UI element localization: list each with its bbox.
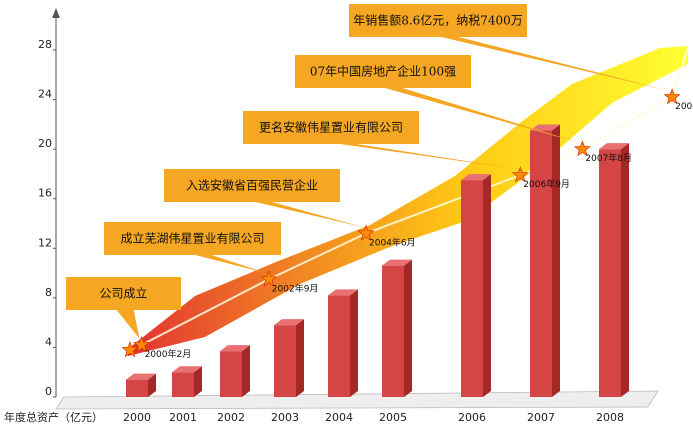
milestone-star bbox=[663, 88, 681, 105]
y-tick-label: 16 bbox=[38, 187, 52, 200]
y-tick-label: 28 bbox=[38, 38, 52, 51]
callout-box bbox=[164, 169, 340, 202]
x-tick-label: 2006 bbox=[458, 411, 486, 424]
milestone-date: 2008年12月 bbox=[675, 100, 693, 112]
x-tick-label: 2008 bbox=[596, 411, 624, 424]
callout-pointer bbox=[115, 308, 140, 339]
milestone-star bbox=[357, 224, 375, 241]
bar-top bbox=[599, 143, 629, 150]
callout-text: 成立芜湖伟星置业有限公司 bbox=[120, 231, 264, 246]
bar-top bbox=[220, 345, 250, 352]
bar bbox=[126, 379, 148, 397]
y-tick-label: 20 bbox=[38, 137, 52, 150]
bar-top bbox=[126, 373, 156, 380]
callout-text: 年销售额8.6亿元，纳税7400万 bbox=[353, 13, 523, 28]
bar-side bbox=[242, 345, 250, 397]
chart-floor bbox=[55, 390, 659, 410]
bar-side bbox=[552, 124, 560, 397]
y-tick-label: 8 bbox=[45, 286, 52, 299]
y-axis-arrow bbox=[52, 8, 60, 18]
y-axis-label: 年度总资产（亿元） bbox=[4, 410, 103, 424]
bar-top bbox=[274, 319, 304, 326]
callout-pointer bbox=[187, 253, 267, 274]
milestone-date: 2004年6月 bbox=[369, 236, 416, 248]
y-tick-label: 0 bbox=[45, 385, 52, 398]
bar bbox=[172, 372, 194, 397]
x-tick-label: 2001 bbox=[169, 411, 197, 424]
callout-pointer bbox=[246, 200, 364, 228]
x-tick-label: 2003 bbox=[271, 411, 299, 424]
callout-box bbox=[243, 111, 419, 144]
bar-side bbox=[404, 259, 412, 397]
callout-text: 07年中国房地产企业100强 bbox=[310, 64, 456, 79]
bar bbox=[220, 351, 242, 397]
bar-side bbox=[350, 289, 358, 397]
start-star bbox=[121, 341, 139, 358]
x-tick-label: 2000 bbox=[123, 411, 151, 424]
callout-box bbox=[104, 222, 281, 255]
bar-side bbox=[621, 143, 629, 397]
milestone-date: 2006年9月 bbox=[523, 178, 570, 190]
callout-box bbox=[349, 4, 527, 37]
callout-text: 公司成立 bbox=[99, 286, 147, 301]
bar-side bbox=[148, 373, 156, 397]
x-tick-label: 2004 bbox=[325, 411, 353, 424]
milestone-star bbox=[573, 140, 591, 157]
bar-top bbox=[382, 259, 412, 266]
y-tick-label: 12 bbox=[38, 236, 52, 249]
bar bbox=[461, 180, 483, 397]
bar-top bbox=[530, 124, 560, 131]
milestone-date: 2002年9月 bbox=[272, 282, 319, 294]
bar-side bbox=[194, 366, 202, 397]
callout-box bbox=[295, 55, 471, 88]
bar-side bbox=[296, 319, 304, 397]
callout-box bbox=[66, 277, 181, 310]
milestone-star bbox=[511, 166, 529, 183]
bar bbox=[382, 265, 404, 397]
bar-side bbox=[483, 174, 491, 397]
callout-pointer bbox=[325, 142, 519, 170]
bar bbox=[328, 295, 350, 397]
callout-pointer bbox=[377, 86, 581, 144]
milestone-date: 2000年2月 bbox=[145, 348, 192, 360]
bar bbox=[274, 325, 296, 397]
callout-text: 更名安徽伟星置业有限公司 bbox=[259, 120, 403, 135]
x-tick-label: 2002 bbox=[217, 411, 245, 424]
bar bbox=[530, 130, 552, 397]
x-tick-label: 2005 bbox=[379, 411, 407, 424]
bar-top bbox=[328, 289, 358, 296]
milestone-star bbox=[133, 336, 151, 353]
y-tick-label: 4 bbox=[45, 335, 52, 348]
bar bbox=[599, 149, 621, 397]
bar-top bbox=[461, 174, 491, 181]
callout-text: 入选安徽省百强民营企业 bbox=[186, 178, 318, 193]
bar-top bbox=[172, 366, 202, 373]
x-tick-label: 2007 bbox=[527, 411, 555, 424]
y-tick-label: 24 bbox=[38, 88, 52, 101]
milestone-star bbox=[260, 270, 278, 287]
milestone-date: 2007年8月 bbox=[585, 152, 632, 164]
callout-pointer bbox=[432, 35, 671, 92]
